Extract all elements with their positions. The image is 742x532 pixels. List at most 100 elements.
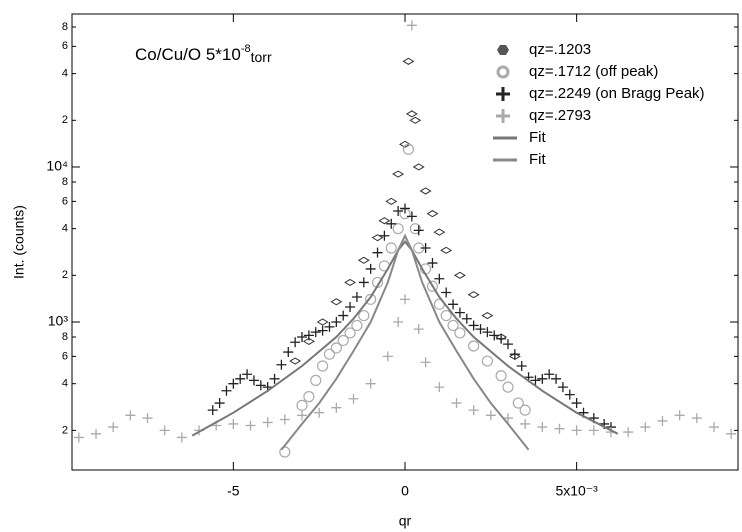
plus-marker [406, 211, 417, 222]
plus-marker [564, 389, 575, 400]
plus-marker [324, 321, 335, 332]
plus-marker [283, 347, 294, 358]
circle-marker [481, 355, 493, 367]
circle-marker [454, 327, 466, 339]
diamond-marker [481, 312, 494, 320]
plus-marker [468, 320, 479, 331]
y-axis-label: Int. (counts) [11, 205, 27, 279]
plus-marker [235, 373, 246, 384]
diamond-marker [302, 337, 315, 345]
y-tick-label: 8 [62, 331, 68, 343]
legend-label: qz=.2793 [529, 107, 591, 124]
diamond-marker [419, 187, 432, 195]
circle-marker [502, 381, 514, 393]
plus-marker [338, 310, 349, 321]
plus-marker [221, 385, 232, 396]
y-tick-label: 10³ [48, 313, 69, 329]
circle-marker [519, 404, 531, 416]
legend-label: Fit [529, 151, 546, 168]
diamond-marker [433, 228, 446, 236]
plus-marker [674, 410, 685, 421]
x-tick-label: 0 [401, 483, 409, 499]
plus-marker [276, 359, 287, 370]
plus-marker [214, 398, 225, 409]
legend-marker [496, 109, 510, 123]
legend-label: qz=.2249 (on Bragg Peak) [529, 85, 705, 102]
y-tick-label: 8 [62, 21, 68, 33]
plus-marker [279, 414, 290, 425]
diamond-marker [371, 234, 384, 242]
plus-marker [413, 225, 424, 236]
plus-marker [509, 349, 520, 360]
diamond-marker [316, 318, 329, 326]
plus-marker [454, 307, 465, 318]
plus-marker [726, 428, 737, 439]
circle-marker [310, 374, 322, 387]
diamond-marker [412, 163, 425, 171]
plus-marker [530, 375, 541, 386]
y-tick-label: 8 [62, 176, 68, 188]
diamond-marker [392, 170, 405, 178]
plus-marker [365, 378, 376, 389]
plus-marker [520, 418, 531, 429]
diamond-marker [385, 197, 398, 205]
legend-marker [496, 87, 510, 101]
x-tick-label: 5x10⁻³ [555, 483, 598, 499]
plus-marker [303, 330, 314, 341]
plus-marker [290, 337, 301, 348]
plus-marker [345, 301, 356, 312]
circle-marker [344, 327, 356, 339]
plus-marker [482, 327, 493, 338]
circle-marker [447, 319, 459, 332]
annotation: Co/Cu/O 5*10-8torr [135, 43, 272, 65]
y-tick-label: 2 [62, 114, 68, 126]
plus-marker [502, 339, 513, 350]
plus-marker [551, 373, 562, 384]
y-tick-label: 4 [62, 223, 68, 235]
x-axis-label: qr [399, 513, 412, 529]
diamond-marker [289, 357, 302, 365]
plus-marker [393, 206, 404, 217]
plus-marker [351, 291, 362, 302]
circle-marker [323, 348, 336, 360]
plus-marker [468, 405, 479, 416]
y-tick-label: 4 [62, 68, 68, 80]
plus-marker [623, 427, 634, 438]
legend-label: Fit [529, 129, 546, 146]
plus-marker [108, 422, 119, 433]
plus-marker [142, 413, 153, 424]
plus-marker [255, 380, 266, 391]
plus-marker [73, 432, 84, 443]
plus-marker [708, 422, 719, 433]
circle-marker [303, 391, 315, 403]
plus-marker [496, 333, 507, 344]
plus-marker [91, 428, 102, 439]
plus-marker [448, 299, 459, 310]
plus-marker [571, 398, 582, 409]
fit-line [191, 239, 619, 437]
plus-marker [502, 413, 513, 424]
plus-marker [400, 203, 410, 214]
annotation-sub: torr [251, 49, 272, 65]
plus-marker [331, 402, 342, 413]
plus-marker [331, 317, 342, 328]
plus-marker [691, 413, 702, 424]
y-tick-label: 2 [62, 424, 68, 436]
plus-marker [640, 422, 651, 433]
diamond-marker [467, 291, 480, 299]
circle-marker [337, 334, 349, 347]
circle-marker [392, 223, 404, 235]
plus-marker [413, 324, 424, 335]
circle-marker [426, 280, 439, 292]
plus-marker [248, 375, 259, 386]
plus-marker [314, 407, 325, 418]
circle-marker [468, 340, 480, 352]
plus-marker [317, 325, 328, 336]
plus-marker [159, 425, 170, 436]
circle-marker [330, 342, 342, 354]
legend-marker [497, 45, 509, 55]
plus-marker [544, 369, 555, 380]
circle-marker [317, 360, 329, 372]
plus-marker [420, 357, 431, 368]
